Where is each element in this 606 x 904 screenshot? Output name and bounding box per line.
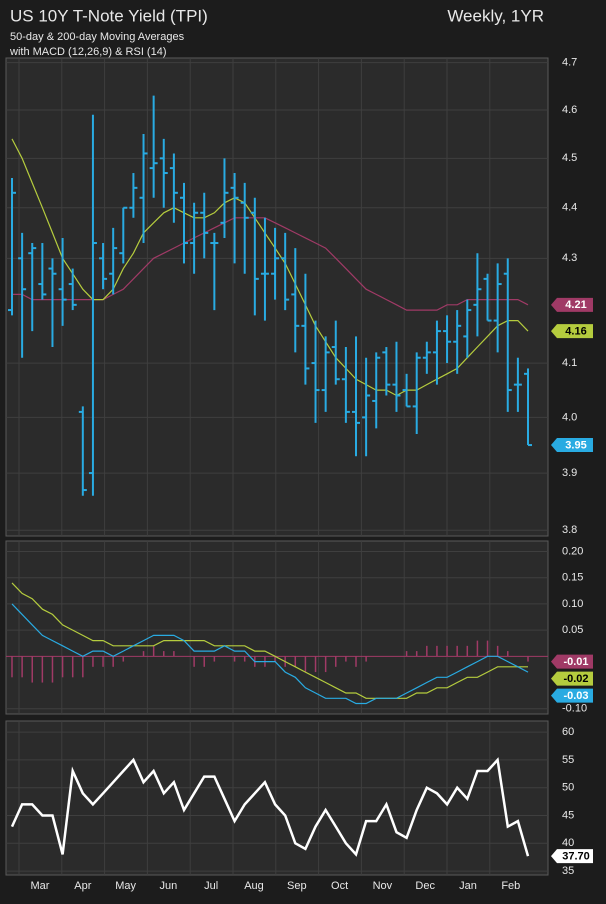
chart-title: US 10Y T-Note Yield (TPI) — [10, 6, 208, 25]
y-tick-label: 4.1 — [562, 357, 577, 369]
y-tick-label: 4.7 — [562, 57, 577, 69]
y-tick-label: 3.8 — [562, 524, 577, 536]
y-tick-label: 50 — [562, 782, 574, 794]
panel — [6, 541, 548, 714]
y-tick-label: 4.0 — [562, 411, 577, 423]
y-tick-label: 0.15 — [562, 572, 583, 584]
x-tick-label: Oct — [331, 880, 348, 892]
y-tick-label: 4.3 — [562, 252, 577, 264]
x-tick-label: Mar — [31, 880, 50, 892]
value-tag-label: -0.01 — [563, 656, 588, 668]
y-tick-label: 0.20 — [562, 545, 583, 557]
y-tick-label: 4.6 — [562, 104, 577, 116]
y-tick-label: 55 — [562, 754, 574, 766]
y-tick-label: 4.5 — [562, 152, 577, 164]
y-tick-label: 60 — [562, 726, 574, 738]
subtitle: with MACD (12,26,9) & RSI (14) — [9, 46, 167, 58]
value-tag-label: 37.70 — [562, 851, 590, 863]
value-tag-label: 4.21 — [565, 299, 586, 311]
x-tick-label: Dec — [415, 880, 435, 892]
x-tick-label: Apr — [74, 880, 91, 892]
y-tick-label: 0.05 — [562, 624, 583, 636]
subtitle: 50-day & 200-day Moving Averages — [10, 31, 185, 43]
x-tick-label: Feb — [501, 880, 520, 892]
y-tick-label: 4.4 — [562, 202, 577, 214]
value-tag-label: -0.03 — [563, 690, 588, 702]
y-tick-label: 3.9 — [562, 467, 577, 479]
panel — [6, 58, 548, 536]
x-tick-label: Jan — [459, 880, 477, 892]
x-tick-label: Jul — [204, 880, 218, 892]
y-tick-label: 35 — [562, 865, 574, 877]
y-tick-label: -0.10 — [562, 703, 587, 715]
y-tick-label: 45 — [562, 809, 574, 821]
x-tick-label: Jun — [160, 880, 178, 892]
x-tick-label: Sep — [287, 880, 307, 892]
y-tick-label: 0.10 — [562, 598, 583, 610]
period-label: Weekly, 1YR — [447, 6, 544, 25]
y-tick-label: 40 — [562, 837, 574, 849]
value-tag-label: -0.02 — [563, 673, 588, 685]
x-tick-label: Aug — [244, 880, 264, 892]
x-tick-label: May — [115, 880, 136, 892]
value-tag-label: 3.95 — [565, 439, 586, 451]
value-tag-label: 4.16 — [565, 326, 586, 338]
x-tick-label: Nov — [373, 880, 393, 892]
